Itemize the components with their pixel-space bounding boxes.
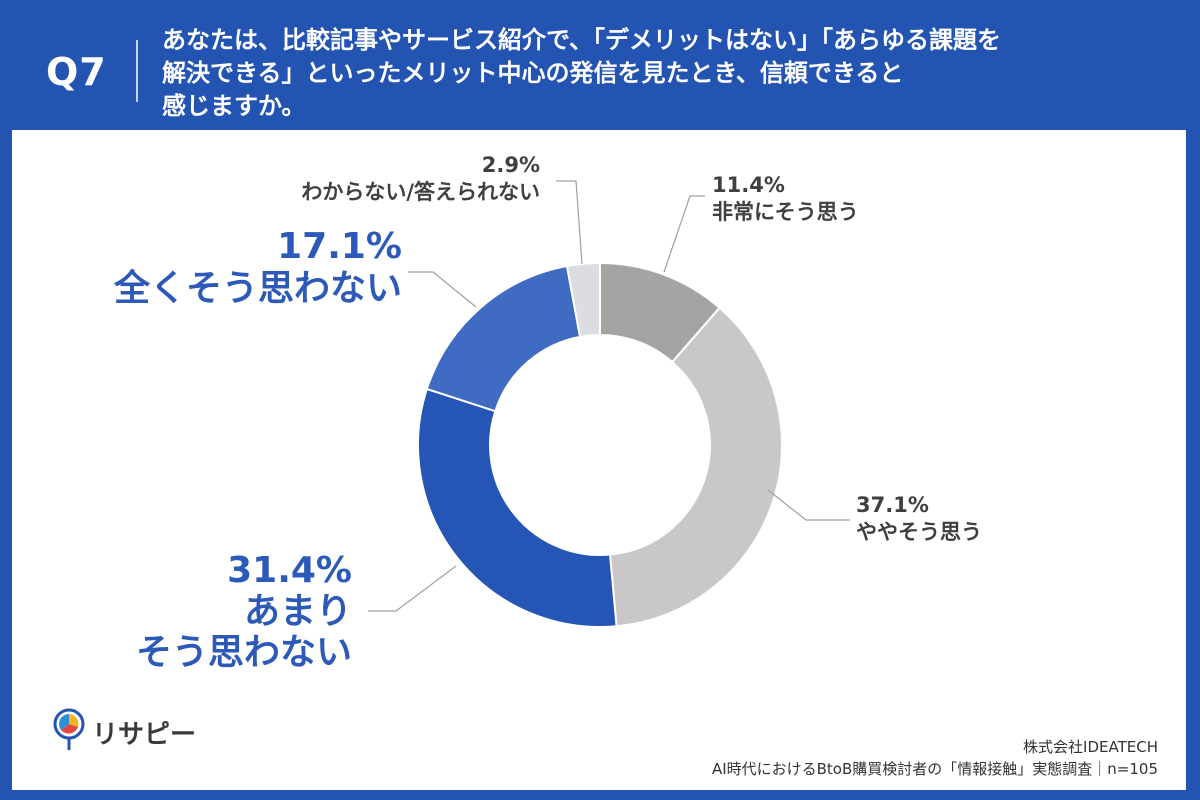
leader-line-somewhat-agree	[767, 489, 850, 521]
question-line-3: 感じますか。	[162, 92, 306, 120]
donut-slice-not-at-all	[425, 264, 582, 413]
question-number: Q7	[46, 50, 107, 94]
risapi-logo-icon	[53, 708, 85, 750]
leader-line-not-very	[368, 565, 457, 612]
donut-slice-dont-know	[565, 261, 601, 338]
leader-line-dont-know	[556, 180, 583, 265]
slice-label-not-very-line-2: そう思わない	[136, 632, 352, 673]
header-divider	[136, 40, 138, 102]
slice-label-not-at-all: 全くそう思わない	[113, 267, 402, 309]
question-text: あなたは、比較記事やサービス紹介で、「デメリットはない」「あらゆる課題を 解決で…	[162, 24, 1162, 123]
chart-panel	[12, 130, 1186, 790]
slice-label-strongly-agree: 非常にそう思う	[712, 200, 859, 224]
value-label-not-at-all: 17.1%	[277, 226, 402, 267]
leader-line-not-at-all	[408, 271, 477, 308]
company-name: 株式会社IDEATECH	[1023, 738, 1158, 756]
leader-line-strongly-agree	[663, 195, 705, 273]
donut-slice-not-very	[417, 387, 618, 628]
question-line-1: あなたは、比較記事やサービス紹介で、「デメリットはない」「あらゆる課題を	[162, 26, 1002, 54]
value-label-strongly-agree: 11.4%	[712, 173, 785, 197]
question-line-2: 解決できる」といったメリット中心の発信を見たとき、信頼できると	[162, 59, 904, 87]
logo-text: リサピー	[92, 720, 197, 750]
donut-slice-somewhat-agree	[608, 306, 783, 628]
survey-name: AI時代におけるBtoB購買検討者の「情報接触」実態調査｜n=105	[711, 760, 1158, 778]
slice-label-dont-know: わからない/答えられない	[301, 180, 540, 204]
slice-label-not-very-line-1: あまり	[244, 591, 352, 632]
value-label-somewhat-agree: 37.1%	[856, 493, 929, 517]
source-note: 株式会社IDEATECH AI時代におけるBtoB購買検討者の「情報接触」実態調…	[712, 736, 1158, 780]
value-label-not-very: 31.4%	[227, 550, 352, 591]
question-header: Q7 あなたは、比較記事やサービス紹介で、「デメリットはない」「あらゆる課題を …	[0, 0, 1200, 128]
slice-label-somewhat-agree: ややそう思う	[856, 520, 982, 544]
value-label-dont-know: 2.9%	[482, 153, 540, 177]
